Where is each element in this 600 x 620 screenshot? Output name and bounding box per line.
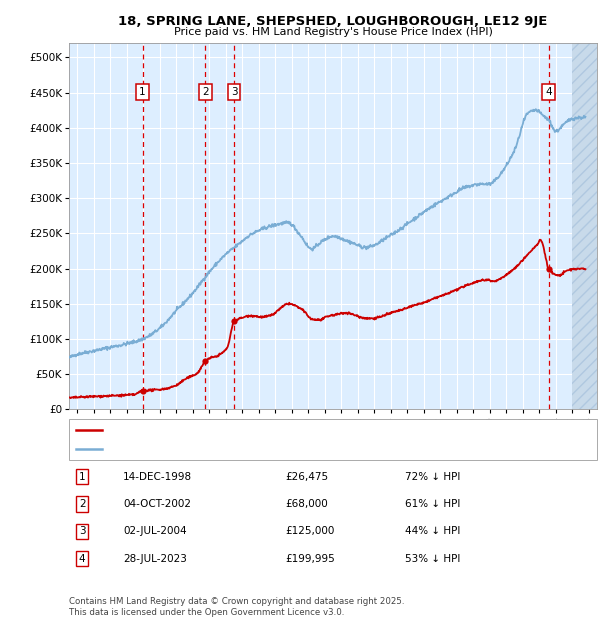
- Text: £125,000: £125,000: [285, 526, 334, 536]
- Text: HPI: Average price, detached house, Charnwood: HPI: Average price, detached house, Char…: [107, 444, 343, 454]
- Text: 18, SPRING LANE, SHEPSHED, LOUGHBOROUGH, LE12 9JE: 18, SPRING LANE, SHEPSHED, LOUGHBOROUGH,…: [118, 16, 548, 29]
- Text: 72% ↓ HPI: 72% ↓ HPI: [405, 472, 460, 482]
- Text: 1: 1: [139, 87, 146, 97]
- Text: 61% ↓ HPI: 61% ↓ HPI: [405, 499, 460, 509]
- Text: Price paid vs. HM Land Registry's House Price Index (HPI): Price paid vs. HM Land Registry's House …: [173, 27, 493, 37]
- Text: 02-JUL-2004: 02-JUL-2004: [123, 526, 187, 536]
- Text: 04-OCT-2002: 04-OCT-2002: [123, 499, 191, 509]
- Text: £68,000: £68,000: [285, 499, 328, 509]
- Text: 3: 3: [230, 87, 238, 97]
- Text: 4: 4: [79, 554, 86, 564]
- Text: £199,995: £199,995: [285, 554, 335, 564]
- Text: 2: 2: [79, 499, 86, 509]
- Text: £26,475: £26,475: [285, 472, 328, 482]
- Text: 4: 4: [545, 87, 552, 97]
- Text: 3: 3: [79, 526, 86, 536]
- Text: This data is licensed under the Open Government Licence v3.0.: This data is licensed under the Open Gov…: [69, 608, 344, 617]
- Text: Contains HM Land Registry data © Crown copyright and database right 2025.: Contains HM Land Registry data © Crown c…: [69, 597, 404, 606]
- Bar: [572, 43, 597, 409]
- Text: 18, SPRING LANE, SHEPSHED, LOUGHBOROUGH, LE12 9JE (detached house): 18, SPRING LANE, SHEPSHED, LOUGHBOROUGH,…: [107, 425, 479, 435]
- Text: 28-JUL-2023: 28-JUL-2023: [123, 554, 187, 564]
- Text: 1: 1: [79, 472, 86, 482]
- Text: 14-DEC-1998: 14-DEC-1998: [123, 472, 192, 482]
- Text: 44% ↓ HPI: 44% ↓ HPI: [405, 526, 460, 536]
- Text: 53% ↓ HPI: 53% ↓ HPI: [405, 554, 460, 564]
- Text: 2: 2: [202, 87, 209, 97]
